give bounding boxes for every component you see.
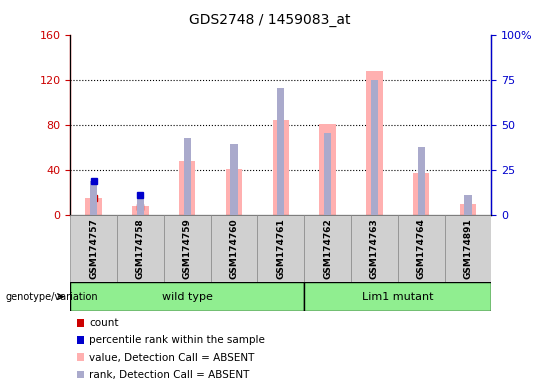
Text: wild type: wild type — [162, 291, 213, 302]
Bar — [70, 215, 117, 282]
Bar — [273, 120, 289, 215]
Bar — [304, 215, 351, 282]
Bar — [70, 282, 304, 311]
Bar — [117, 215, 164, 282]
Bar — [77, 371, 84, 379]
Bar — [77, 319, 84, 326]
Bar — [184, 138, 191, 215]
Bar — [418, 147, 425, 215]
Text: value, Detection Call = ABSENT: value, Detection Call = ABSENT — [89, 353, 254, 362]
Bar — [132, 206, 149, 215]
Bar — [398, 215, 444, 282]
Bar — [320, 124, 336, 215]
Text: count: count — [89, 318, 119, 328]
Bar — [464, 195, 471, 215]
Text: GSM174891: GSM174891 — [463, 218, 472, 279]
Text: GSM174759: GSM174759 — [183, 218, 192, 279]
Text: GSM174763: GSM174763 — [370, 218, 379, 279]
Text: GSM174761: GSM174761 — [276, 218, 285, 279]
Bar — [164, 215, 211, 282]
Bar — [258, 215, 304, 282]
Bar — [179, 161, 195, 215]
Text: GDS2748 / 1459083_at: GDS2748 / 1459083_at — [189, 13, 351, 27]
Bar — [444, 215, 491, 282]
Bar — [324, 133, 331, 215]
Bar — [77, 353, 84, 361]
Text: rank, Detection Call = ABSENT: rank, Detection Call = ABSENT — [89, 370, 249, 380]
Bar — [366, 71, 383, 215]
Bar — [90, 181, 97, 215]
Text: Lim1 mutant: Lim1 mutant — [362, 291, 434, 302]
Bar — [413, 173, 429, 215]
Bar — [304, 282, 491, 311]
Text: GSM174762: GSM174762 — [323, 218, 332, 279]
Bar — [226, 169, 242, 215]
Text: GSM174760: GSM174760 — [230, 218, 239, 279]
Bar — [211, 215, 258, 282]
Text: GSM174764: GSM174764 — [417, 218, 426, 279]
Bar — [351, 215, 398, 282]
Bar — [77, 336, 84, 344]
Bar — [137, 195, 144, 215]
Bar — [278, 88, 285, 215]
Bar — [371, 80, 378, 215]
Text: percentile rank within the sample: percentile rank within the sample — [89, 335, 265, 345]
Text: GSM174758: GSM174758 — [136, 218, 145, 279]
Text: GSM174757: GSM174757 — [89, 218, 98, 279]
Text: genotype/variation: genotype/variation — [5, 291, 98, 302]
Bar — [85, 198, 102, 215]
Bar — [231, 144, 238, 215]
Bar — [460, 204, 476, 215]
